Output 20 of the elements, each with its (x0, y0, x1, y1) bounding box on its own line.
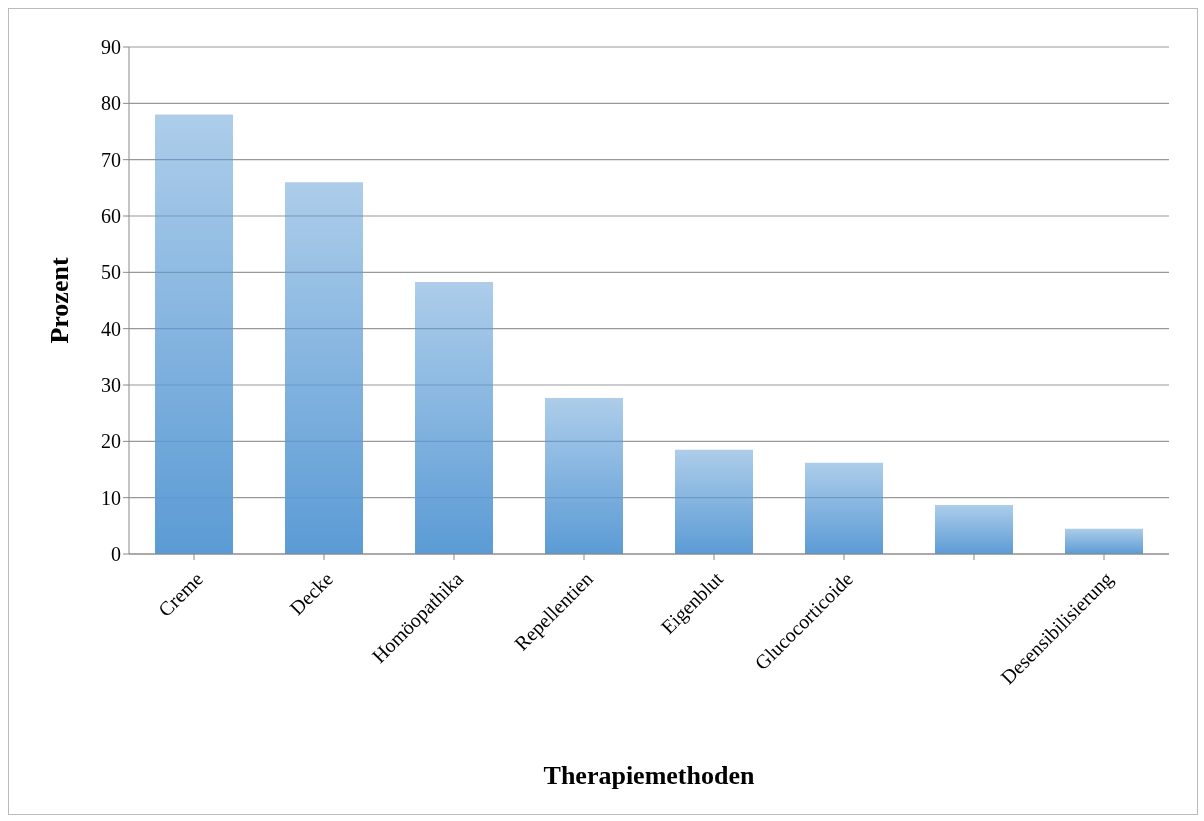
y-tick-label: 20 (101, 430, 121, 453)
y-tick-label: 90 (101, 36, 121, 59)
y-tick-label: 70 (101, 148, 121, 171)
bar (805, 462, 883, 554)
y-tick-label: 60 (101, 205, 121, 228)
bar (545, 397, 623, 554)
bar (935, 504, 1013, 554)
y-tick-label: 0 (111, 543, 121, 566)
y-tick-label: 50 (101, 261, 121, 284)
bar (285, 182, 363, 554)
y-axis-title: Prozent (45, 257, 75, 344)
bar (415, 281, 493, 554)
y-tick-label: 30 (101, 374, 121, 397)
x-axis-title: Therapiemethoden (543, 761, 755, 790)
y-tick-label: 10 (101, 486, 121, 509)
bar (675, 449, 753, 554)
y-tick-label: 80 (101, 92, 121, 115)
bar (1065, 528, 1143, 554)
y-tick-label: 40 (101, 317, 121, 340)
bar (155, 114, 233, 554)
